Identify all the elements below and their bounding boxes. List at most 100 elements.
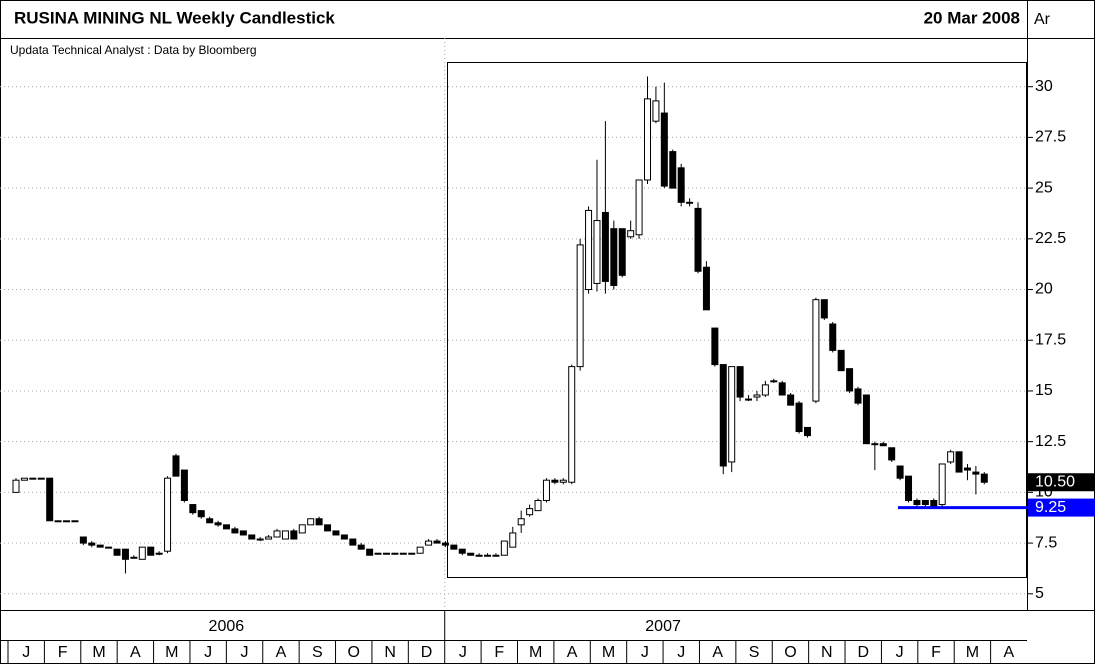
chart-date: 20 Mar 2008 — [924, 8, 1020, 27]
candle-body — [551, 479, 559, 483]
month-label: A — [712, 644, 723, 661]
candle-body — [972, 471, 980, 475]
candle-body — [138, 546, 146, 560]
month-label: O — [348, 644, 360, 661]
candle-body — [96, 544, 104, 548]
y-tick-label: 17.5 — [1035, 331, 1066, 348]
candle-body — [812, 299, 820, 402]
candle-body — [37, 477, 45, 480]
y-tick-label: 5 — [1035, 585, 1044, 602]
candle-body — [332, 530, 340, 536]
month-label: N — [384, 644, 396, 661]
month-label: A — [130, 644, 141, 661]
candle-body — [795, 402, 803, 433]
candle-body — [223, 524, 230, 530]
candle-body — [172, 455, 180, 477]
month-label: A — [567, 644, 578, 661]
candle-body — [88, 542, 96, 546]
candle-body — [29, 477, 37, 480]
y-tick-label: 15 — [1035, 382, 1053, 399]
corner-label: Ar — [1034, 11, 1051, 28]
candle-body — [425, 540, 433, 546]
month-label: J — [204, 644, 212, 661]
candle-body — [644, 98, 651, 181]
candle-body — [593, 220, 601, 284]
candle-body — [778, 382, 786, 396]
y-tick-label: 12.5 — [1035, 433, 1066, 450]
candle-body — [526, 508, 534, 516]
candle-body — [677, 167, 685, 203]
candle-body — [315, 518, 323, 526]
candle-body — [273, 530, 281, 538]
candle-body — [702, 266, 710, 311]
candle-body — [803, 426, 811, 437]
month-label: F — [58, 644, 68, 661]
candle-body — [265, 536, 273, 540]
candle-body — [374, 552, 382, 555]
candle-body — [46, 477, 54, 522]
month-label: J — [641, 644, 649, 661]
candle-body — [980, 473, 988, 483]
candle-body — [820, 299, 828, 319]
candle-body — [846, 368, 854, 392]
candle-body — [963, 467, 971, 471]
candle-body — [281, 530, 289, 540]
candle-body — [610, 228, 618, 286]
candle-body — [484, 554, 492, 557]
candle-body — [905, 475, 913, 501]
candle-body — [298, 524, 306, 534]
candle-body — [745, 398, 753, 401]
candle-body — [79, 536, 87, 544]
month-label: D — [421, 644, 433, 661]
chart-title: RUSINA MINING NL Weekly Candlestick — [14, 8, 335, 27]
candle-body — [155, 552, 163, 555]
month-label: M — [529, 644, 542, 661]
price-label: 10.50 — [1035, 473, 1075, 490]
candle-body — [829, 323, 837, 351]
candle-body — [652, 100, 660, 122]
price-label: 9.25 — [1035, 499, 1066, 516]
candle-body — [290, 530, 298, 540]
candle-body — [63, 520, 71, 523]
candle-body — [542, 479, 550, 501]
candle-body — [231, 528, 239, 534]
candle-body — [113, 548, 121, 556]
candle-body — [54, 520, 62, 523]
month-label: A — [276, 644, 287, 661]
candle-body — [585, 209, 593, 291]
candle-body — [248, 534, 256, 540]
candle-body — [382, 552, 390, 555]
candle-body — [492, 554, 500, 557]
candle-body — [787, 394, 795, 406]
candle-body — [340, 534, 348, 540]
candle-body — [736, 366, 744, 398]
candle-body — [307, 518, 315, 526]
candle-body — [408, 552, 416, 555]
candle-body — [500, 540, 508, 556]
month-label: D — [857, 644, 869, 661]
candle-body — [71, 520, 79, 523]
candle-body — [416, 546, 424, 554]
candle-body — [601, 211, 609, 282]
month-label: J — [896, 644, 904, 661]
candle-body — [947, 451, 955, 463]
y-tick-label: 25 — [1035, 179, 1053, 196]
candle-body — [921, 499, 929, 506]
candle-body — [239, 530, 247, 536]
month-label: M — [92, 644, 105, 661]
candle-body — [164, 477, 172, 552]
candle-body — [475, 554, 483, 557]
candle-body — [517, 518, 525, 526]
month-label: S — [312, 644, 323, 661]
candle-body — [20, 477, 28, 481]
candle-body — [189, 504, 197, 514]
candle-body — [761, 384, 769, 396]
month-label: N — [821, 644, 833, 661]
candle-body — [862, 394, 870, 445]
candle-body — [105, 546, 113, 549]
candle-body — [534, 499, 542, 512]
candle-body — [879, 443, 887, 447]
month-label: J — [677, 644, 685, 661]
candle-body — [458, 548, 466, 554]
